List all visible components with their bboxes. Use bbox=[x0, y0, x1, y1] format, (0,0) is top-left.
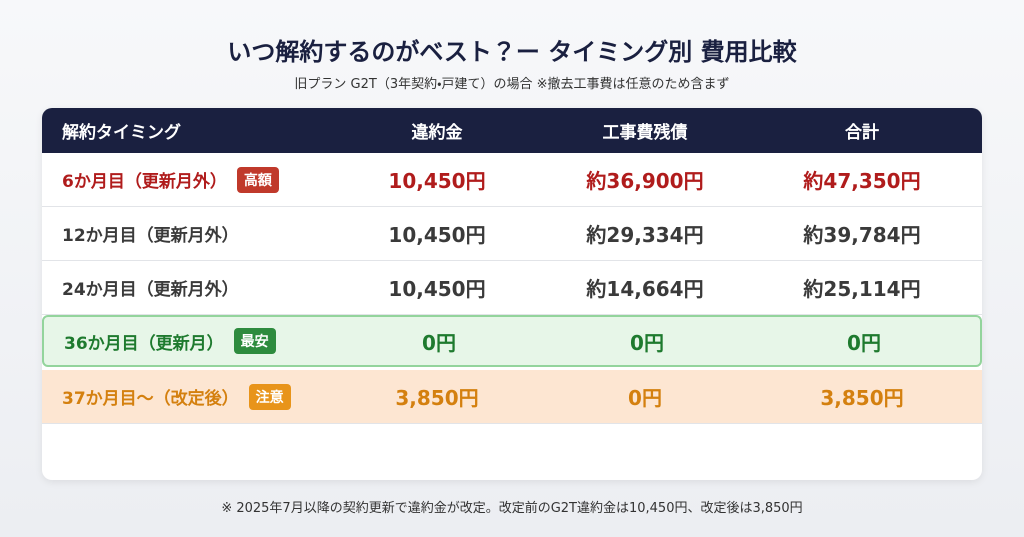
column-header: 違約金 bbox=[411, 123, 463, 143]
row-label-cell: 6か月目（更新月外） 高額 bbox=[62, 153, 279, 206]
row-label-cell: 24か月目（更新月外） bbox=[62, 261, 239, 314]
value-cell: 10,450円 bbox=[388, 277, 486, 301]
title: いつ解約するのがベスト？ー タイミング別 費用比較 bbox=[227, 38, 797, 66]
column-header: 解約タイミング bbox=[62, 123, 181, 143]
badge: 注意 bbox=[248, 383, 291, 410]
row-label: 6か月目（更新月外） bbox=[62, 172, 227, 192]
badge: 最安 bbox=[233, 328, 276, 354]
column-header: 合計 bbox=[845, 123, 879, 143]
row-label-cell: 37か月目〜（改定後） 注意 bbox=[62, 370, 291, 423]
value-cell: 10,450円 bbox=[388, 169, 486, 193]
row-label-cell: 36か月目（更新月） 最安 bbox=[64, 317, 276, 365]
value-cell: 3,850円 bbox=[395, 386, 479, 410]
value-cell: 約29,334円 bbox=[586, 223, 704, 247]
footnote: ※ 2025年7月以降の契約更新で違約金が改定。改定前のG2T違約金は10,45… bbox=[221, 501, 803, 516]
subtitle: 旧プラン G2T（3年契約・戸建て）の場合 ※撤去工事費は任意のため含まず bbox=[294, 77, 730, 92]
table-row: 6か月目（更新月外） 高額 10,450円 約36,900円 約47,350円 bbox=[42, 153, 982, 207]
column-header: 工事費残債 bbox=[602, 123, 688, 143]
value-cell: 約25,114円 bbox=[803, 277, 921, 301]
value-cell: 0円 bbox=[628, 386, 662, 410]
badge: 高額 bbox=[236, 166, 279, 193]
value-cell: 0円 bbox=[847, 330, 881, 355]
row-label: 37か月目〜（改定後） bbox=[62, 389, 239, 409]
value-cell: 約36,900円 bbox=[586, 169, 704, 193]
row-label: 12か月目（更新月外） bbox=[62, 226, 239, 246]
value-cell: 3,850円 bbox=[820, 386, 904, 410]
row-label-cell: 12か月目（更新月外） bbox=[62, 207, 239, 260]
value-cell: 10,450円 bbox=[388, 223, 486, 247]
value-cell: 約39,784円 bbox=[803, 223, 921, 247]
table-row: 24か月目（更新月外） 10,450円 約14,664円 約25,114円 bbox=[42, 261, 982, 315]
row-label: 24か月目（更新月外） bbox=[62, 280, 239, 300]
table-row: 37か月目〜（改定後） 注意 3,850円 0円 3,850円 bbox=[42, 370, 982, 424]
table-row: 12か月目（更新月外） 10,450円 約29,334円 約39,784円 bbox=[42, 207, 982, 261]
table-header: 解約タイミング 違約金 工事費残債 合計 bbox=[42, 108, 982, 153]
value-cell: 約47,350円 bbox=[803, 169, 921, 193]
table: 解約タイミング 違約金 工事費残債 合計 6か月目（更新月外） 高額 10,450円 約36… bbox=[42, 108, 982, 480]
value-cell: 約14,664円 bbox=[586, 277, 704, 301]
row-label: 36か月目（更新月） bbox=[64, 333, 224, 354]
value-cell: 0円 bbox=[422, 330, 456, 355]
table-row: 36か月目（更新月） 最安 0円 0円 0円 bbox=[42, 315, 982, 367]
value-cell: 0円 bbox=[630, 330, 664, 355]
